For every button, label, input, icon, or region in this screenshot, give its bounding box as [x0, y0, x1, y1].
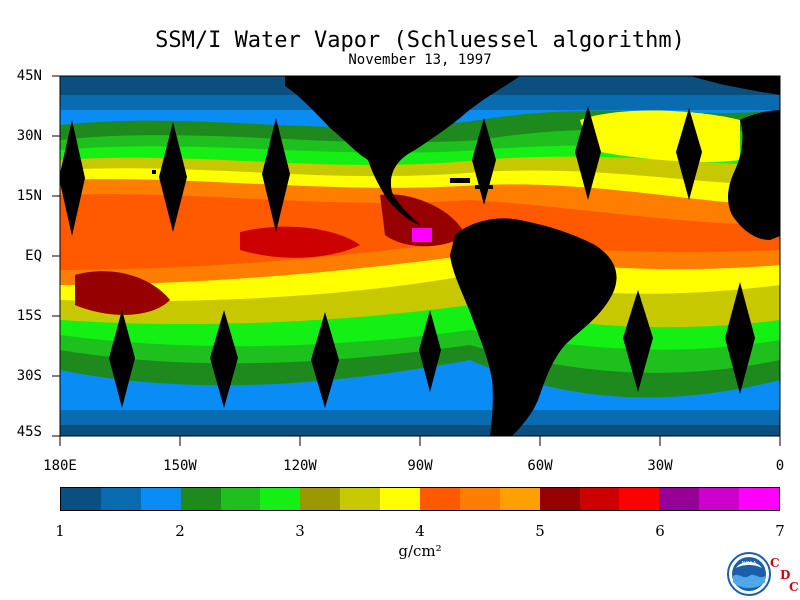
colorbar-tick-1: 1 [55, 522, 65, 540]
colorbar-swatch-10 [459, 488, 500, 510]
colorbar-swatch-4 [220, 488, 261, 510]
colorbar-swatch-12 [539, 488, 580, 510]
lat-label-45s: 45S [16, 424, 42, 440]
lat-label-15n: 15N [16, 188, 42, 204]
colorbar-swatch-3 [180, 488, 221, 510]
colorbar-swatch-16 [699, 488, 740, 510]
cdc-letter-d: D [780, 568, 791, 582]
axis-ticks [52, 75, 781, 446]
lon-label-0: 0 [775, 458, 785, 474]
lon-label-90w: 90W [407, 458, 433, 474]
colorbar-swatch-17 [739, 488, 780, 510]
lat-label-eq: EQ [25, 248, 42, 264]
colorbar [60, 487, 780, 511]
map-title: SSM/I Water Vapor (Schluessel algorithm) [155, 28, 685, 53]
lat-label-45n: 45N [16, 68, 42, 84]
map-plot-area [60, 76, 780, 436]
colorbar-swatch-0 [61, 488, 101, 510]
colorbar-swatch-5 [260, 488, 301, 510]
high-vapor-patch [75, 271, 170, 315]
lat-label-15s: 15S [16, 308, 42, 324]
lat-label-30n: 30N [16, 128, 42, 144]
colorbar-swatch-1 [100, 488, 141, 510]
water-vapor-map [52, 75, 781, 446]
colorbar-swatch-15 [659, 488, 700, 510]
lat-label-30s: 30S [16, 368, 42, 384]
colorbar-swatch-2 [140, 488, 181, 510]
land-masses [152, 76, 780, 436]
colorbar-swatch-14 [619, 488, 660, 510]
colorbar-swatch-13 [579, 488, 620, 510]
colorbar-tick-4: 4 [415, 522, 425, 540]
colorbar-swatch-7 [340, 488, 381, 510]
colorbar-tick-3: 3 [295, 522, 305, 540]
colorbar-tick-7: 7 [775, 522, 785, 540]
colorbar-tick-5: 5 [535, 522, 545, 540]
lon-label-180e: 180E [43, 458, 77, 474]
map-subtitle: November 13, 1997 [348, 52, 492, 68]
noaa-badge-text: NOAA [742, 561, 757, 567]
noaa-logo: NOAA [727, 552, 771, 596]
colorbar-tick-6: 6 [655, 522, 665, 540]
cdc-letter-c1: C [770, 556, 780, 570]
colorbar-swatch-8 [380, 488, 421, 510]
lon-label-30w: 30W [647, 458, 673, 474]
lon-label-120w: 120W [283, 458, 317, 474]
colorbar-tick-2: 2 [175, 522, 185, 540]
lon-label-60w: 60W [527, 458, 553, 474]
colorbar-units: g/cm² [398, 542, 442, 560]
cdc-letter-c2: C [789, 580, 799, 594]
colorbar-swatch-9 [420, 488, 460, 510]
lon-label-150w: 150W [163, 458, 197, 474]
colorbar-swatch-11 [499, 488, 540, 510]
colorbar-swatch-6 [300, 488, 341, 510]
orbit-gaps [60, 106, 755, 408]
